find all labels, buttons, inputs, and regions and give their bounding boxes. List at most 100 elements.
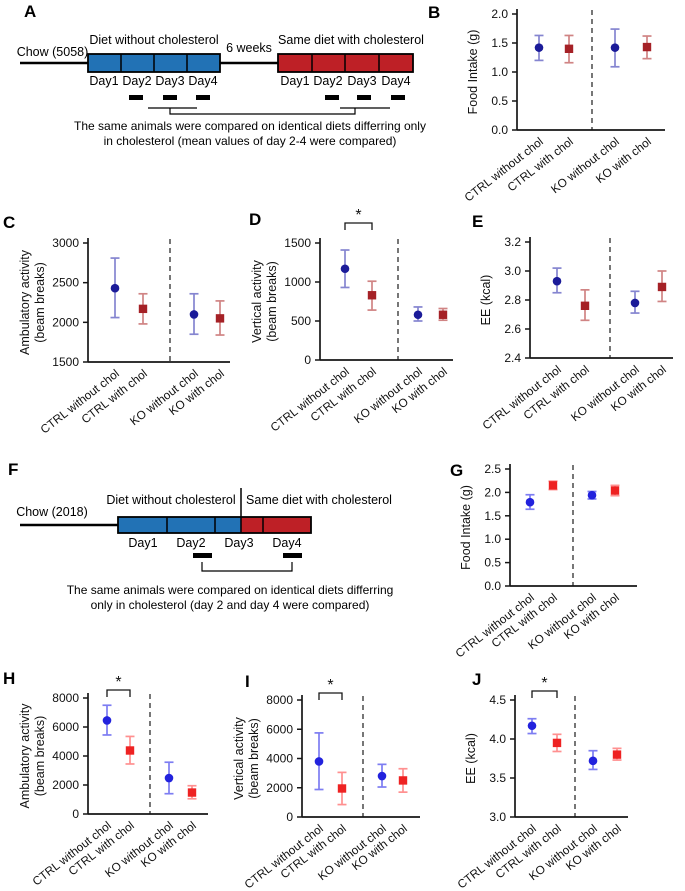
day-label: Day1 xyxy=(128,536,158,550)
data-marker-square xyxy=(367,291,377,300)
y-axis-title: (beam breaks) xyxy=(33,262,47,343)
panel-label-j: J xyxy=(472,670,482,689)
y-tick-label: 2.0 xyxy=(491,7,508,21)
panel-f-diagram: F Chow (2018) Diet without cholesterol S… xyxy=(0,443,425,655)
data-marker-circle xyxy=(610,43,620,52)
diet-timeline-graphic-f xyxy=(20,488,312,572)
y-tick-label: 2.0 xyxy=(484,485,501,499)
y-axis-title: Vertical activity xyxy=(250,259,264,342)
day-label: Day2 xyxy=(122,74,152,88)
data-marker-circle xyxy=(102,716,112,725)
y-tick-label: 2500 xyxy=(52,276,79,290)
day-label: Day2 xyxy=(176,536,206,550)
same-diet-with-chol-title-f: Same diet with cholesterol xyxy=(246,493,392,507)
data-marker-square xyxy=(215,314,225,323)
y-tick-label: 0 xyxy=(304,353,311,367)
y-tick-label: 1.0 xyxy=(484,532,501,546)
data-marker-square xyxy=(337,784,347,793)
y-tick-label: 8000 xyxy=(52,691,79,705)
chart-svg-j: 3.03.54.04.5EE (kcal)CTRL without cholCT… xyxy=(455,675,628,891)
y-tick-label: 4.0 xyxy=(489,732,506,746)
y-tick-label: 1500 xyxy=(52,355,79,369)
y-axis-title: Vertical activity xyxy=(232,716,246,799)
y-axis-title: Food Intake (g) xyxy=(459,485,473,570)
y-tick-label: 2.8 xyxy=(504,293,521,307)
panel-g-chart: G 0.0 0.5 1.0 1.5 2.0 2.5 Food Intake (g) CTRL … xyxy=(425,443,685,660)
y-tick-label: 8000 xyxy=(266,693,293,707)
data-marker-circle xyxy=(587,490,597,500)
panel-label-e: E xyxy=(472,212,484,231)
panel-b-chart: B 0.0 0.5 1.0 1.5 2.0 Food Intake (g) CTRL wit… xyxy=(425,0,685,204)
chart-svg-h: 0 2000 4000 6000 8000 Ambulatory activity (bea… xyxy=(18,674,208,888)
y-axis-title: (beam breaks) xyxy=(247,718,261,799)
diet-timeline-graphic-a xyxy=(20,53,414,115)
data-marker-square xyxy=(125,746,135,755)
caption-a-line1: The same animals were compared on identi… xyxy=(74,119,426,133)
y-tick-label: 0.5 xyxy=(484,556,501,570)
y-axis-title: (beam breaks) xyxy=(265,261,279,342)
y-tick-label: 3.0 xyxy=(489,810,506,824)
y-tick-label: 2000 xyxy=(266,781,293,795)
y-tick-label: 0 xyxy=(72,807,79,821)
data-marker-circle xyxy=(189,310,199,319)
data-marker-square xyxy=(612,750,622,759)
significance-star: * xyxy=(115,674,121,691)
y-tick-label: 3000 xyxy=(52,236,79,250)
data-marker-circle xyxy=(527,721,537,731)
chow-label-f: Chow (2018) xyxy=(16,505,88,519)
diet-without-chol-title-a: Diet without cholesterol xyxy=(89,33,219,47)
y-tick-label: 2000 xyxy=(52,315,79,329)
significance-star: * xyxy=(541,675,547,692)
y-tick-label: 0.5 xyxy=(491,94,508,108)
data-marker-circle xyxy=(377,771,387,781)
panel-i-chart: I 0 2000 4000 6000 8000 Vertical activity (bea… xyxy=(232,655,465,891)
panel-label-d: D xyxy=(249,210,262,229)
y-axis-title: EE (kcal) xyxy=(479,275,493,326)
data-marker-square xyxy=(138,304,148,314)
panel-label-c: C xyxy=(3,213,16,232)
panel-e-chart: E 2.4 2.6 2.8 3.0 3.2 EE (kcal) CTRL without c… xyxy=(460,205,685,443)
day-label: Day4 xyxy=(381,74,411,88)
y-tick-label: 0 xyxy=(286,810,293,824)
y-tick-label: 1500 xyxy=(284,236,311,250)
panel-label-i: I xyxy=(245,672,250,691)
day-label: Day2 xyxy=(313,74,343,88)
data-marker-square xyxy=(187,788,197,797)
day-label: Day4 xyxy=(272,536,302,550)
data-marker-circle xyxy=(525,497,535,507)
panel-c-chart: C 1500 2000 2500 3000 Ambulatory activity (be… xyxy=(0,205,240,443)
y-tick-label: 3.0 xyxy=(504,264,521,278)
data-marker-square xyxy=(552,738,562,748)
six-weeks-label: 6 weeks xyxy=(226,41,272,55)
chart-svg-c: 1500 2000 2500 3000 Ambulatory activity (beam… xyxy=(18,236,230,436)
panel-h-chart: H 0 2000 4000 6000 8000 Ambulatory activity (b… xyxy=(0,655,240,891)
data-marker-square xyxy=(610,486,620,495)
data-marker-circle xyxy=(534,43,544,52)
y-axis-title: (beam breaks) xyxy=(33,716,47,797)
data-marker-circle xyxy=(552,276,562,286)
y-tick-label: 1.5 xyxy=(491,36,508,50)
panel-d-chart: D 0 500 1000 1500 Vertical activity (beam bre… xyxy=(235,205,462,443)
data-marker-square xyxy=(642,42,652,52)
y-tick-label: 4000 xyxy=(266,752,293,766)
significance-bracket xyxy=(344,222,373,230)
significance-bracket xyxy=(318,692,343,700)
y-tick-label: 500 xyxy=(291,314,311,328)
panel-label-h: H xyxy=(3,669,16,688)
y-axis-title: Ambulatory activity xyxy=(18,703,32,809)
significance-bracket xyxy=(106,689,131,697)
y-tick-label: 3.2 xyxy=(504,235,521,249)
y-tick-label: 1.5 xyxy=(484,509,501,523)
data-marker-circle xyxy=(314,757,324,766)
data-marker-square xyxy=(548,481,558,490)
chart-svg-d: 0 500 1000 1500 Vertical activity (beam break… xyxy=(250,207,453,434)
y-tick-label: 6000 xyxy=(52,720,79,734)
caption-f-line2: only in cholesterol (day 2 and day 4 wer… xyxy=(90,598,370,612)
same-diet-with-chol-title-a: Same diet with cholesterol xyxy=(278,33,424,47)
day-label: Day3 xyxy=(224,536,254,550)
y-tick-label: 1.0 xyxy=(491,65,508,79)
significance-star: * xyxy=(355,207,361,224)
panel-j-chart: J 3.0 3.5 4.0 4.5 EE (kcal) CTRL without chol… xyxy=(455,655,685,891)
